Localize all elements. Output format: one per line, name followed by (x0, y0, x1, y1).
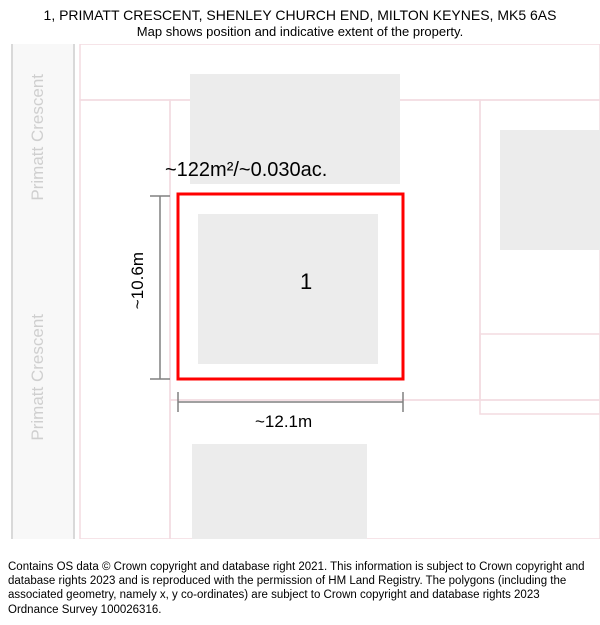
map-area: Primatt Crescent Primatt Crescent ~122m²… (0, 44, 600, 539)
plot-number: 1 (300, 269, 312, 295)
area-label: ~122m²/~0.030ac. (165, 159, 327, 182)
copyright-footer: Contains OS data © Crown copyright and d… (0, 556, 600, 625)
address-title: 1, PRIMATT CRESCENT, SHENLEY CHURCH END,… (10, 6, 590, 24)
height-label: ~10.6m (128, 252, 148, 309)
header: 1, PRIMATT CRESCENT, SHENLEY CHURCH END,… (0, 0, 600, 43)
width-label: ~12.1m (255, 412, 312, 432)
road-label-1: Primatt Crescent (28, 74, 48, 201)
road-label-2: Primatt Crescent (28, 314, 48, 441)
map-subtitle: Map shows position and indicative extent… (10, 24, 590, 41)
